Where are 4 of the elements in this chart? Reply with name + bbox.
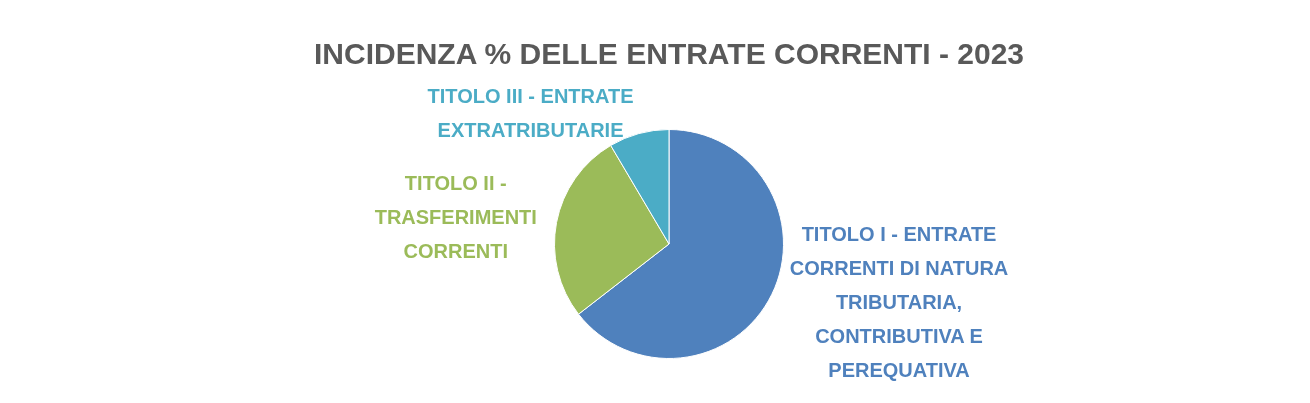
slice-label: TITOLO III - ENTRATE EXTRATRIBUTARIE xyxy=(427,84,634,141)
chart-title: INCIDENZA % DELLE ENTRATE CORRENTI - 2023 xyxy=(313,37,1025,71)
slice-label: TITOLO I - ENTRATE CORRENTI DI NATURA TRIBUTARIA, CONTRIBUTIVA E PEREQUATIVA xyxy=(789,222,1009,381)
slice-label: TITOLO II - TRASFERIMENTI CORRENTI xyxy=(374,172,537,263)
